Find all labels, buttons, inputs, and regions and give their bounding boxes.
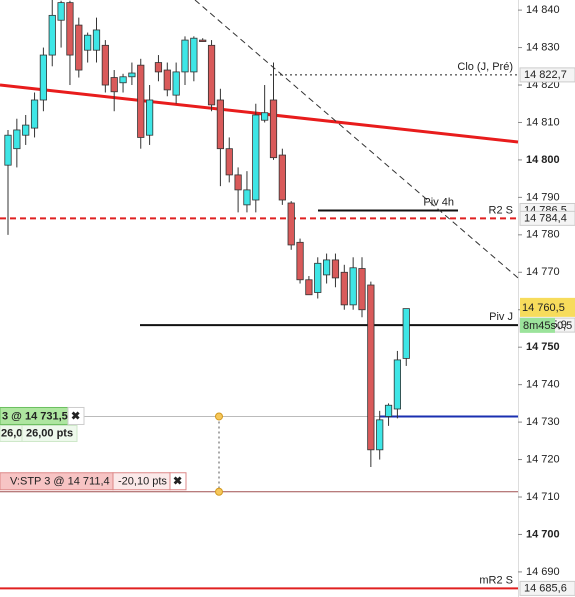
y-tick-label: 14 750 — [526, 341, 560, 353]
candle-body — [278, 154, 286, 201]
order-label: 3 @ 14 731,5 — [2, 410, 68, 422]
candle-body — [367, 284, 375, 451]
y-tick-label: 14 720 — [526, 453, 560, 465]
candle-body — [92, 29, 101, 51]
order-pts: 26,00 pts — [26, 427, 73, 439]
order-close-icon[interactable]: ✖ — [173, 476, 182, 488]
level-value-box — [519, 580, 575, 596]
y-tick-label: 14 830 — [526, 41, 560, 53]
trend-line — [194, 0, 519, 279]
candle-body — [340, 271, 348, 306]
y-tick-label: 14 730 — [526, 416, 560, 428]
candle-body — [101, 44, 109, 86]
candle-body — [216, 99, 224, 150]
order-handle — [215, 412, 223, 421]
candle-body — [30, 99, 39, 129]
countdown-box — [520, 317, 555, 333]
candle-body — [331, 259, 340, 279]
candle-body — [376, 419, 384, 451]
candle-body — [261, 112, 269, 121]
candle-body — [39, 54, 48, 101]
candle-body — [252, 114, 260, 201]
candle-body — [225, 148, 233, 176]
order-close[interactable] — [169, 472, 187, 491]
candle-body — [145, 99, 154, 136]
last-price-box — [520, 297, 575, 317]
y-tick-label: 14 840 — [526, 4, 560, 16]
candle-body — [384, 404, 393, 417]
candle-body — [243, 189, 251, 206]
level-value-box — [519, 67, 575, 83]
candle-body — [128, 72, 136, 78]
level-label: R2 S — [489, 204, 513, 216]
pts-box — [21, 424, 78, 442]
candle-body — [402, 308, 410, 359]
candle-body — [57, 2, 65, 21]
y-tick-label: 14 700 — [526, 528, 560, 540]
candle-body — [269, 99, 278, 159]
order-label: V:STP 3 @ 14 711,4 — [10, 476, 110, 488]
candle-body — [4, 134, 12, 166]
candle-body — [110, 77, 118, 93]
candle-body — [119, 76, 127, 84]
level-label: Clo (J, Pré) — [457, 61, 513, 73]
candle-body — [13, 129, 21, 150]
y-tick-label: 14 740 — [526, 379, 560, 391]
level-label: Piv J — [489, 311, 513, 323]
level-value-label: 14 685,6 — [524, 582, 567, 594]
y-tick-label: 14 780 — [526, 229, 560, 241]
candle-body — [22, 124, 30, 136]
change-label: 0,5 — [557, 320, 572, 332]
candle-body — [207, 44, 216, 106]
order-pnl: 26,0 — [1, 427, 22, 439]
level-label: Piv 4h — [423, 196, 454, 208]
level-label: mR2 S — [479, 574, 513, 586]
candle-body — [322, 259, 331, 276]
candle-body — [314, 262, 322, 293]
candle-body — [84, 34, 92, 51]
candle-body — [234, 174, 242, 191]
y-tick-label: 14 810 — [526, 116, 560, 128]
order-close[interactable] — [67, 406, 85, 425]
y-tick-label: 14 790 — [526, 191, 560, 203]
trend-line — [0, 83, 519, 144]
order-pts: -20,10 pts — [118, 476, 167, 488]
countdown: 8m45s — [523, 320, 557, 332]
candle-body — [154, 62, 163, 73]
candle-body — [163, 69, 171, 91]
candle-body — [305, 279, 313, 296]
candle-body — [66, 2, 74, 56]
candle-body — [172, 71, 180, 96]
order-close-icon[interactable]: ✖ — [71, 410, 80, 422]
y-tick-label: 14 710 — [526, 491, 560, 503]
candle-body — [137, 64, 145, 138]
candle-body — [358, 268, 366, 311]
y-tick-label: 14 690 — [526, 566, 560, 578]
y-tick-label: 14 770 — [526, 266, 560, 278]
candle-body — [349, 267, 357, 306]
candle-body — [199, 39, 207, 42]
candle-body — [287, 202, 295, 246]
order-handle — [215, 487, 223, 496]
level-value-label: 14 822,7 — [524, 69, 567, 81]
candle-body — [393, 359, 402, 410]
candle-body — [296, 241, 304, 281]
candle-body — [48, 14, 56, 56]
candle-body — [181, 39, 189, 73]
y-tick-label: 14 800 — [526, 154, 560, 166]
level-value-label: 14 784,4 — [524, 212, 567, 224]
last-price-label: 14 760,5 — [522, 302, 565, 314]
level-value-box — [519, 210, 575, 226]
candle-body — [190, 37, 198, 73]
candle-body — [75, 24, 83, 71]
